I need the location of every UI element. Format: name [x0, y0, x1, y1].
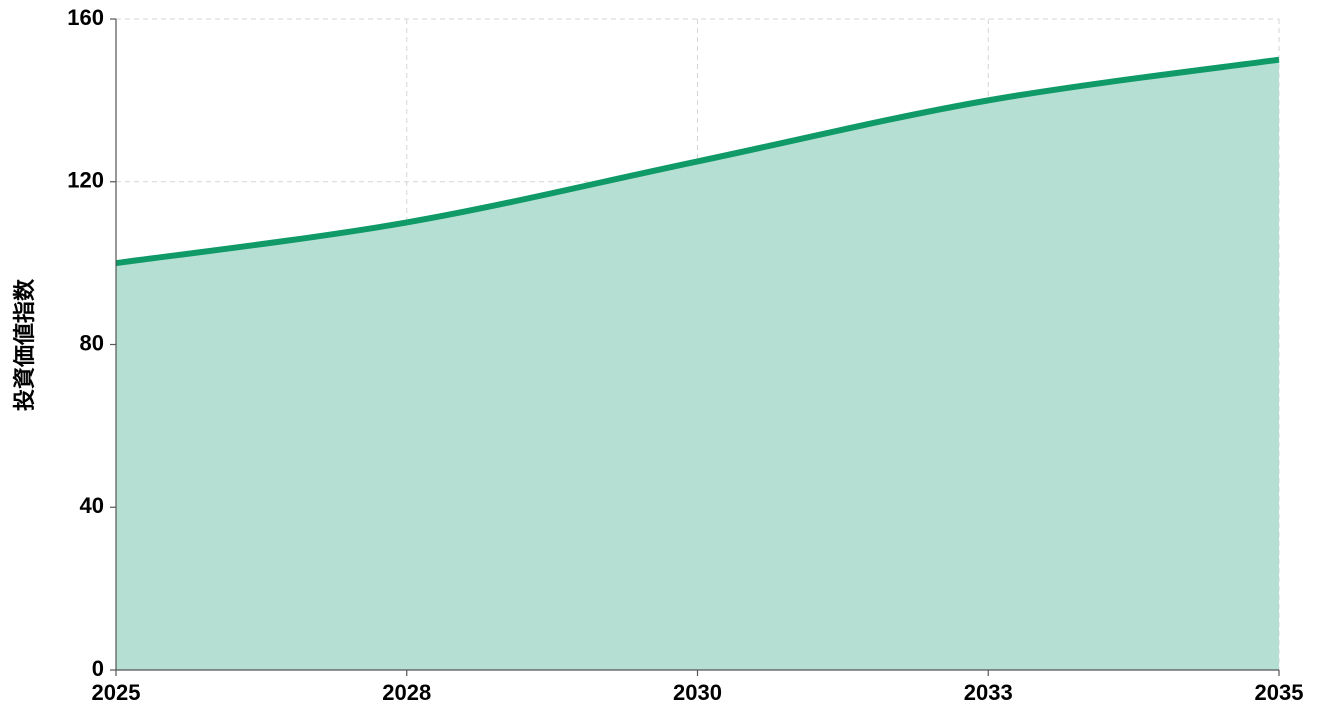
y-tick-label: 160 — [67, 5, 104, 30]
y-tick-label: 0 — [92, 656, 104, 681]
line — [115, 56, 1280, 267]
axes: 0 40 80 120 160 2025 2028 2030 2033 2035 — [67, 5, 1303, 705]
y-tick-label: 40 — [80, 493, 104, 518]
x-tick-label: 2025 — [92, 680, 141, 705]
x-tick-label: 2030 — [673, 680, 722, 705]
y-tick-label: 120 — [67, 168, 104, 193]
marks — [115, 56, 1280, 670]
area — [116, 59, 1279, 670]
y-axis-label: 投資価値指数 — [12, 278, 37, 411]
y-tick-label: 80 — [80, 330, 104, 355]
x-tick-label: 2033 — [964, 680, 1013, 705]
x-tick-label: 2028 — [382, 680, 431, 705]
x-tick-label: 2035 — [1255, 680, 1304, 705]
